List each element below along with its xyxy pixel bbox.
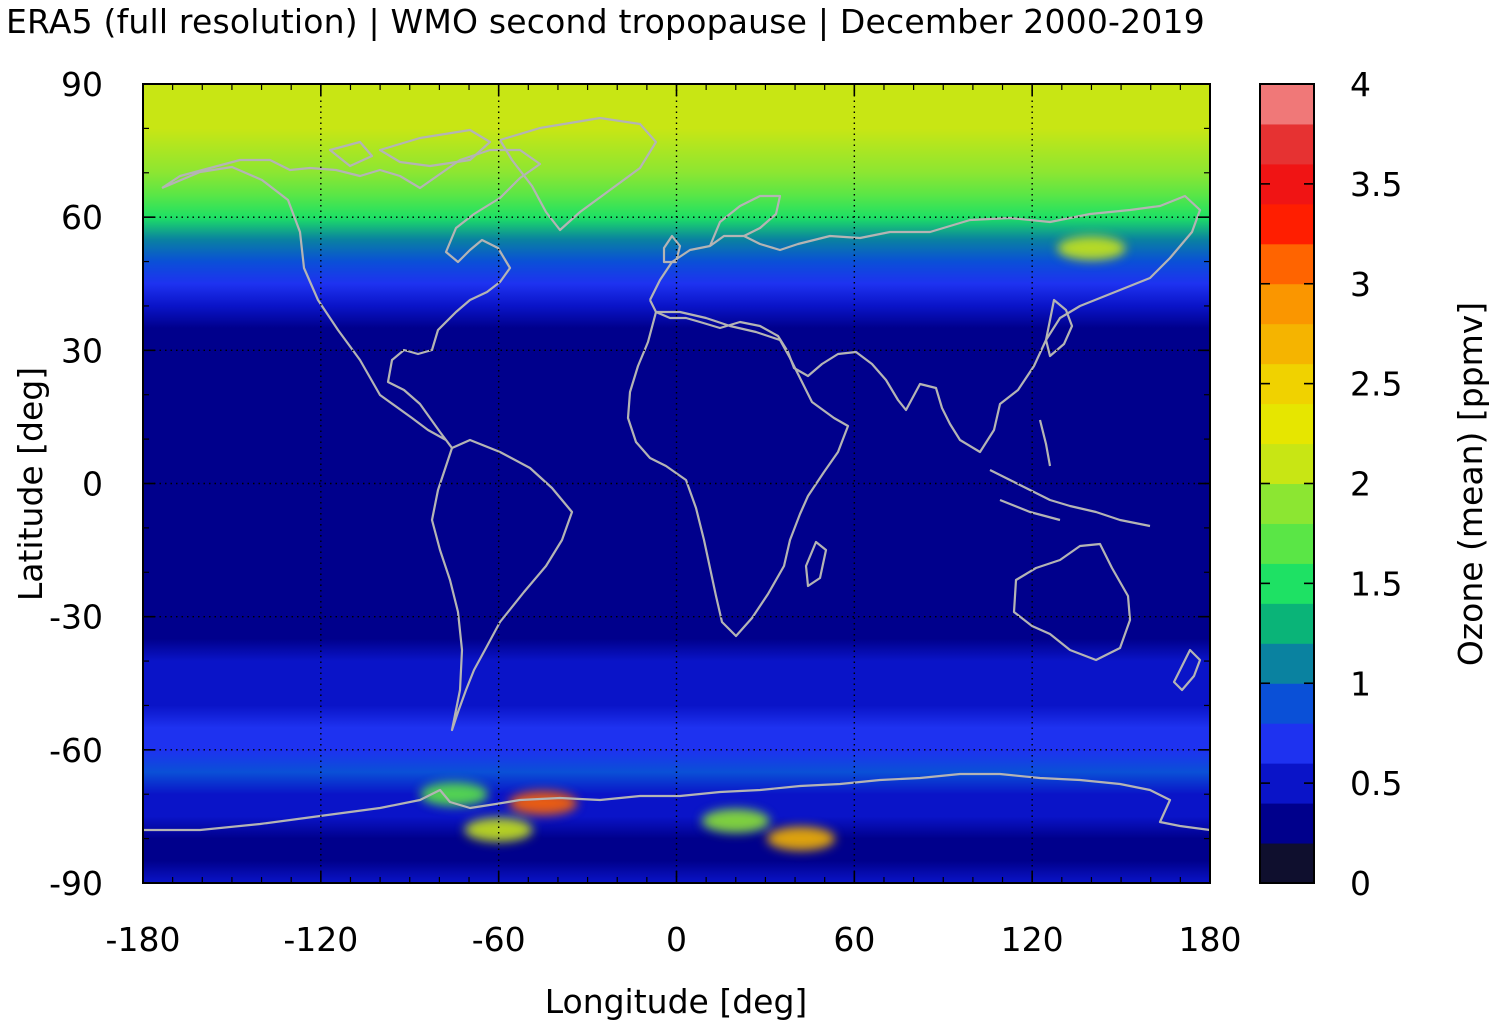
colorbar-swatch-3 [1260,723,1314,764]
colorbar-tick-label-4: 2 [1350,465,1371,504]
colorbar-swatch-6 [1260,603,1314,644]
coastline-greenland [499,116,658,232]
coastline-australia [1012,542,1132,662]
colorbar-tick-label-5: 2.5 [1350,365,1402,404]
colorbar-swatch-0 [1260,843,1314,884]
colorbar-swatch-5 [1260,643,1314,684]
colorbar-swatch-4 [1260,683,1314,724]
x-axis: -180 -120 -60 0 60 120 180 [106,84,1242,959]
coastline-africa [626,310,850,638]
colorbar-tick-label-8: 4 [1350,65,1371,104]
x-tick-label-5: 120 [1001,920,1064,959]
y-tick-label-1: 60 [61,198,103,237]
colorbar-swatch-10 [1260,443,1314,484]
colorbar-tick-label-7: 3.5 [1350,165,1402,204]
y-axis-label: Latitude [deg] [11,367,50,601]
regional-feature-0 [1057,236,1126,261]
plot-area [143,84,1210,883]
coastline-scandinavia [662,194,782,264]
y-axis: 90 60 30 0 -30 -60 -90 [49,65,1210,903]
coastlines [143,116,1210,832]
colorbar-swatch-8 [1260,523,1314,564]
regional-feature-1 [509,791,578,816]
x-tick-label-0: -180 [106,920,181,959]
colorbar-tick-label-6: 3 [1350,265,1371,304]
chart-title: ERA5 (full resolution) | WMO second trop… [6,2,1205,41]
regional-feature-3 [766,826,835,851]
colorbar-tick-label-0: 0 [1350,864,1371,903]
regional-feature-2 [420,782,489,807]
colorbar-swatch-15 [1260,243,1314,285]
coastline-madagascar [804,540,828,588]
colorbar-tick-label-3: 1.5 [1350,564,1402,603]
y-tick-label-0: 90 [61,65,103,104]
colorbar-swatch-19 [1260,84,1314,125]
colorbar-swatch-13 [1260,323,1314,365]
colorbar-swatch-14 [1260,283,1314,325]
grid-lines [143,84,1210,883]
x-tick-label-1: -120 [283,920,358,959]
x-tick-label-2: -60 [472,920,526,959]
colorbar-swatch-11 [1260,403,1314,445]
coastline-japan [1044,298,1074,358]
colorbar-swatch-18 [1260,123,1314,165]
colorbar-swatch-1 [1260,803,1314,844]
y-tick-label-3: 0 [82,465,103,504]
coastline-antarctica [143,772,1210,832]
coastline-maritime-continent [989,419,1151,528]
y-tick-label-6: -90 [49,864,103,903]
x-tick-label-4: 60 [833,920,875,959]
colorbar [1260,84,1314,884]
colorbar-label: Ozone (mean) [ppmv] [1451,302,1490,666]
colorbar-swatch-9 [1260,483,1314,524]
colorbar-tick-label-1: 0.5 [1350,764,1402,803]
colorbar-swatch-16 [1260,203,1314,245]
coastline-north-america [161,148,542,450]
y-tick-label-5: -60 [49,731,103,770]
x-tick-label-3: 0 [666,920,687,959]
coastline-new-zealand [1172,648,1202,692]
x-axis-label: Longitude [deg] [545,982,808,1021]
colorbar-ticks: 0 0.5 1 1.5 2 2.5 3 3.5 4 [1260,65,1402,903]
colorbar-tick-label-2: 1 [1350,664,1371,703]
y-tick-label-4: -30 [49,598,103,637]
coastline-south-america [430,438,574,732]
regional-feature-5 [701,808,770,833]
x-tick-label-6: 180 [1179,920,1242,959]
regional-feature-4 [464,817,533,842]
coastline-arctic-islands [328,128,492,168]
y-tick-label-2: 30 [61,331,103,370]
